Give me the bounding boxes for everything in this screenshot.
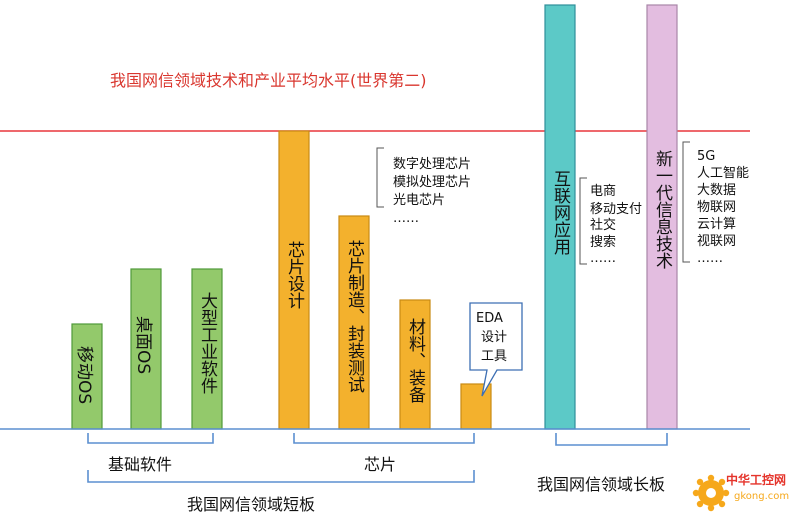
internet-annotation-item: 电商 bbox=[590, 184, 616, 199]
bar-label-chip-mfg: 芯片制造、封装测试 bbox=[344, 240, 365, 393]
eda-callout-line-3: 工具 bbox=[481, 349, 507, 364]
bar-label-mobile-os: 移动OS bbox=[74, 346, 94, 404]
internet-annotation-item: 移动支付 bbox=[590, 202, 642, 217]
bracket-strength bbox=[555, 433, 668, 446]
internet-annotation-item: 搜索 bbox=[590, 235, 616, 250]
new-it-annotation-item: …… bbox=[697, 251, 723, 266]
bar-chip-mfg: 芯片制造、封装测试 bbox=[338, 215, 370, 430]
gear-icon bbox=[692, 474, 730, 512]
bracket-chips bbox=[293, 433, 475, 444]
watermark-logo: 中华工控网 gkong.com bbox=[692, 472, 789, 512]
eda-callout-line-1: EDA bbox=[476, 311, 503, 326]
bar-new-it: 新一代信息技术 bbox=[646, 4, 678, 430]
internet-annotation-item: …… bbox=[590, 251, 616, 266]
bar-chip-design: 芯片设计 bbox=[278, 130, 310, 430]
bracket-basic-software bbox=[87, 433, 214, 444]
bar-industrial-software: 大型工业软件 bbox=[191, 268, 223, 430]
reference-line-label: 我国网信领域技术和产业平均水平(世界第二) bbox=[110, 71, 427, 90]
bar-materials: 材料、装备 bbox=[399, 299, 431, 430]
eda-callout-line-2: 设计 bbox=[481, 330, 507, 345]
eda-callout: EDA 设计 工具 bbox=[469, 302, 523, 397]
new-it-annotation-item: 物联网 bbox=[697, 200, 736, 215]
bar-mobile-os: 移动OS bbox=[71, 323, 103, 430]
group-label-weakness: 我国网信领域短板 bbox=[187, 495, 315, 514]
bar-label-desktop-os: 桌面OS bbox=[133, 316, 153, 374]
new-it-annotation-item: 人工智能 bbox=[697, 166, 749, 181]
internet-annotation-item: 社交 bbox=[590, 217, 616, 233]
chips-annotation-item: 模拟处理芯片 bbox=[393, 175, 471, 190]
new-it-annotation-item: 视联网 bbox=[697, 234, 736, 249]
group-label-strength: 我国网信领域长板 bbox=[537, 475, 665, 494]
bar-label-materials: 材料、装备 bbox=[405, 318, 426, 403]
new-it-annotation-item: 云计算 bbox=[697, 217, 736, 232]
bar-label-chip-design: 芯片设计 bbox=[284, 241, 305, 309]
new-it-annotation: 5G 人工智能 大数据 物联网 云计算 视联网 …… bbox=[682, 141, 749, 266]
internet-annotation: 电商 移动支付 社交 搜索 …… bbox=[579, 177, 642, 266]
group-label-basic-software: 基础软件 bbox=[108, 455, 172, 474]
bar-eda bbox=[460, 383, 492, 430]
new-it-annotation-item: 5G bbox=[697, 149, 715, 164]
watermark-text: 中华工控网 bbox=[726, 472, 786, 487]
new-it-annotation-item: 大数据 bbox=[697, 183, 736, 198]
chips-annotation-item: 数字处理芯片 bbox=[393, 157, 471, 172]
bar-desktop-os: 桌面OS bbox=[130, 268, 162, 430]
group-label-chips: 芯片 bbox=[364, 455, 396, 474]
bar-label-new-it: 新一代信息技术 bbox=[652, 150, 673, 269]
bar-internet-apps: 互联网应用 bbox=[544, 4, 576, 430]
chips-annotation: 数字处理芯片 模拟处理芯片 光电芯片 …… bbox=[376, 147, 471, 226]
bar-label-industrial-software: 大型工业软件 bbox=[197, 292, 218, 394]
chips-annotation-item: 光电芯片 bbox=[393, 193, 445, 208]
watermark-url: gkong.com bbox=[734, 491, 789, 502]
bracket-weakness bbox=[87, 470, 475, 483]
bar-label-internet-apps: 互联网应用 bbox=[550, 170, 571, 256]
chips-annotation-item: …… bbox=[393, 211, 419, 226]
